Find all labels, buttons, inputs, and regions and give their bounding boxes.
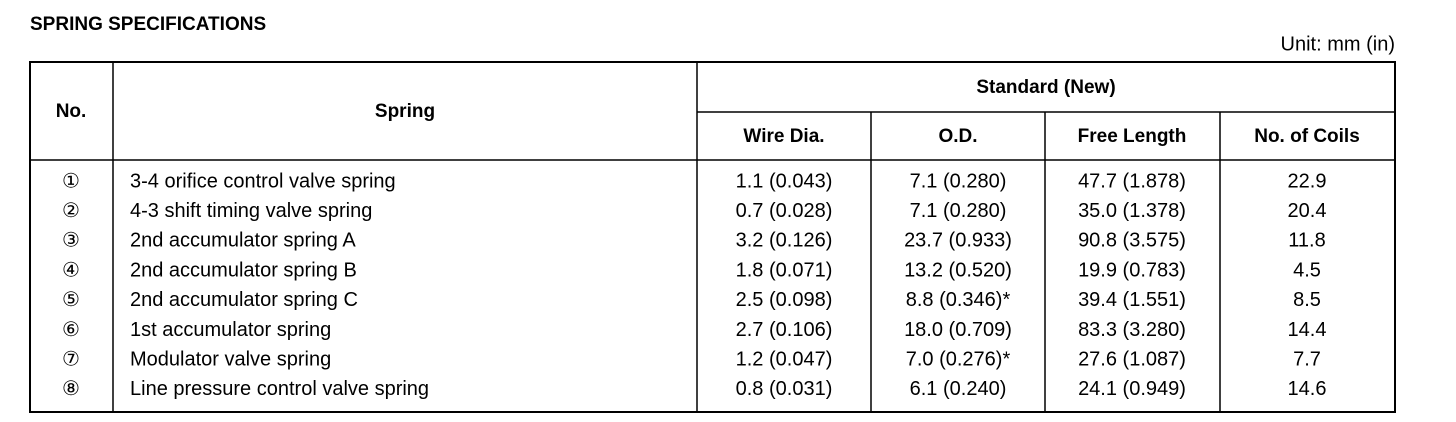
cell: 1.1 (0.043) — [736, 170, 833, 192]
cell: 4-3 shift timing valve spring — [130, 200, 372, 222]
header-spring: Spring — [375, 101, 435, 122]
cell: 14.6 — [1288, 378, 1327, 400]
cell: 1st accumulator spring — [130, 319, 331, 341]
cell: 7.1 (0.280) — [910, 200, 1007, 222]
cell: 27.6 (1.087) — [1078, 348, 1186, 370]
cell: 3.2 (0.126) — [736, 230, 833, 252]
cell: 13.2 (0.520) — [904, 259, 1012, 281]
row-number: ④ — [62, 259, 80, 281]
cell: 19.9 (0.783) — [1078, 259, 1186, 281]
cell: 7.7 — [1293, 348, 1321, 370]
sub-header: O.D. — [938, 126, 977, 147]
cell: 8.8 (0.346)* — [906, 289, 1011, 311]
cell: 83.3 (3.280) — [1078, 319, 1186, 341]
cell: 0.7 (0.028) — [736, 200, 833, 222]
table-border — [29, 61, 1396, 413]
cell: 7.0 (0.276)* — [906, 348, 1011, 370]
cell: 24.1 (0.949) — [1078, 378, 1186, 400]
cell: 39.4 (1.551) — [1078, 289, 1186, 311]
cell: 90.8 (3.575) — [1078, 230, 1186, 252]
cell: 7.1 (0.280) — [910, 170, 1007, 192]
cell: 23.7 (0.933) — [904, 230, 1012, 252]
cell: 35.0 (1.378) — [1078, 200, 1186, 222]
cell: 20.4 — [1288, 200, 1327, 222]
cell: 2nd accumulator spring A — [130, 230, 356, 252]
title: SPRING SPECIFICATIONS — [30, 14, 266, 35]
cell: 1.8 (0.071) — [736, 259, 833, 281]
cell: Line pressure control valve spring — [130, 378, 429, 400]
cell: 2nd accumulator spring B — [130, 259, 357, 281]
header-group: Standard (New) — [976, 77, 1115, 98]
cell: 2.7 (0.106) — [736, 319, 833, 341]
cell: 1.2 (0.047) — [736, 348, 833, 370]
cell: 4.5 — [1293, 259, 1321, 281]
cell: 18.0 (0.709) — [904, 319, 1012, 341]
row-number: ⑥ — [62, 319, 80, 341]
cell: Modulator valve spring — [130, 348, 331, 370]
cell: 11.8 — [1288, 230, 1325, 252]
header-no: No. — [56, 101, 87, 122]
cell: 22.9 — [1288, 170, 1327, 192]
cell: 3-4 orifice control valve spring — [130, 170, 396, 192]
sub-header: Free Length — [1078, 126, 1187, 147]
cell: 47.7 (1.878) — [1078, 170, 1186, 192]
row-number: ③ — [62, 230, 80, 252]
row-number: ① — [62, 170, 80, 192]
sub-header: Wire Dia. — [743, 126, 824, 147]
row-number: ⑤ — [62, 289, 80, 311]
row-number: ② — [62, 200, 80, 222]
cell: 2nd accumulator spring C — [130, 289, 358, 311]
cell: 14.4 — [1288, 319, 1327, 341]
sub-header: No. of Coils — [1254, 126, 1360, 147]
row-number: ⑦ — [62, 348, 80, 370]
cell: 6.1 (0.240) — [910, 378, 1007, 400]
cell: 0.8 (0.031) — [736, 378, 833, 400]
cell: 2.5 (0.098) — [736, 289, 833, 311]
cell: 8.5 — [1293, 289, 1321, 311]
row-number: ⑧ — [62, 378, 80, 400]
unit: Unit: mm (in) — [1281, 33, 1395, 55]
